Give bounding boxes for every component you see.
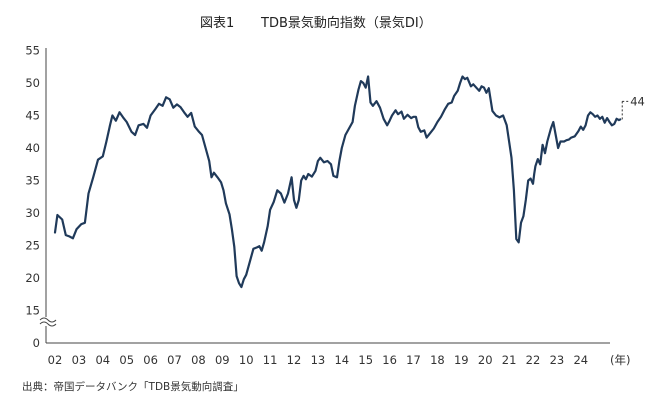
x-tick-label: 07: [167, 353, 182, 367]
y-tick-label: 40: [25, 141, 40, 155]
y-tick-label: 15: [25, 304, 40, 318]
y-tick-label: 20: [25, 271, 40, 285]
y-tick-label: 50: [25, 76, 40, 90]
y-tick-label: 0: [33, 336, 40, 350]
x-tick-label: 02: [48, 353, 63, 367]
y-ticks: 0 15 20 25 30 35 40 45 50 55: [25, 44, 40, 351]
y-tick-label: 35: [25, 174, 40, 188]
x-tick-label: 18: [430, 353, 445, 367]
x-tick-label: 24: [573, 353, 588, 367]
chart-title-left: 図表1: [200, 16, 234, 31]
x-tick-label: 11: [263, 353, 278, 367]
x-tick-label: 08: [191, 353, 206, 367]
y-tick-label: 25: [25, 239, 40, 253]
x-tick-label: 10: [239, 353, 254, 367]
x-tick-label: 13: [311, 353, 326, 367]
y-tick-label: 45: [25, 109, 40, 123]
x-tick-label: 14: [334, 353, 349, 367]
y-tick-label: 55: [25, 44, 40, 58]
x-tick-label: 19: [454, 353, 469, 367]
x-tick-label: 17: [406, 353, 421, 367]
x-ticks: 02 03 04 05 06 07 08 09 10 11 12 13 14 15 16 17 18 19 20 21…: [48, 353, 588, 367]
x-tick-label: 16: [382, 353, 397, 367]
x-unit-label: (年): [610, 353, 630, 367]
x-tick-label: 09: [215, 353, 230, 367]
x-tick-label: 20: [478, 353, 493, 367]
series-line: [53, 75, 622, 289]
axis-break-mark: [38, 317, 57, 327]
x-tick-label: 15: [358, 353, 373, 367]
x-tick-label: 05: [119, 353, 134, 367]
x-tick-label: 23: [550, 353, 565, 367]
chart-title-right: TDB景気動向指数（景気DI）: [260, 15, 432, 31]
x-tick-label: 12: [287, 353, 302, 367]
source-note: 出典：帝国データバンク「TDB景気動向調査」: [22, 380, 244, 393]
x-tick-label: 06: [143, 353, 158, 367]
x-tick-label: 03: [72, 353, 87, 367]
x-tick-label: 22: [526, 353, 541, 367]
y-tick-label: 30: [25, 206, 40, 220]
x-tick-label: 21: [502, 353, 517, 367]
x-tick-label: 04: [95, 353, 110, 367]
end-value-label: 44.4: [630, 94, 645, 108]
